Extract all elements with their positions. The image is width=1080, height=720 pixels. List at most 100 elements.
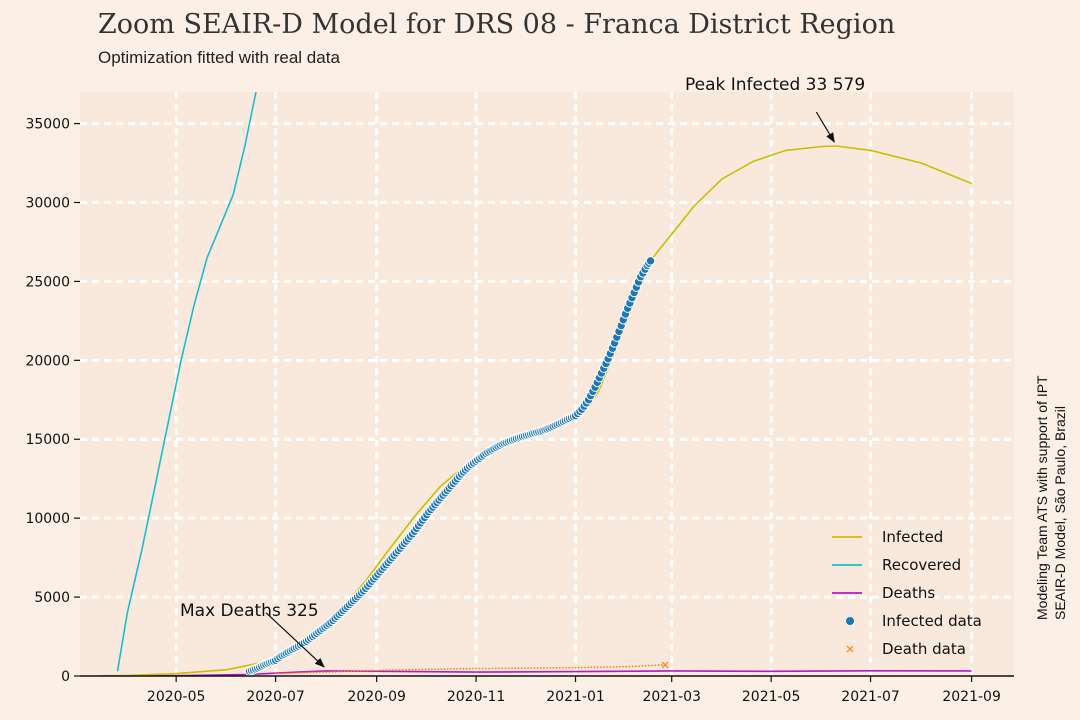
death-data-point [555,666,558,669]
death-data-point [331,671,334,673]
death-data-point [408,668,411,671]
death-data-point [628,665,631,668]
x-tick-label: 2021-03 [642,689,701,705]
death-data-point [603,666,605,668]
x-tick-label: 2021-01 [546,689,605,705]
death-data-point [648,664,650,667]
death-data-point [574,666,577,669]
death-data-point [631,665,634,668]
death-data-point [356,670,359,672]
chart-subtitle: Optimization fitted with real data [98,48,340,67]
death-data-point [527,667,530,669]
death-data-point [520,667,523,669]
death-data-point [350,670,353,673]
x-tick-label: 2020-11 [447,689,506,705]
death-data-point [300,671,302,674]
death-data-point [587,666,590,669]
death-data-point [638,665,640,667]
death-data-point [309,671,312,674]
y-tick-label: 10000 [25,511,70,527]
death-data-point [363,670,365,672]
death-data-point [312,671,315,674]
x-tick-label: 2020-09 [347,689,406,705]
death-data-point [418,668,420,671]
series-recovered [116,92,257,672]
legend: Infected Recovered Deaths Infected data Deat… [832,528,982,658]
chart-title: Zoom SEAIR-D Model for DRS 08 - Franca D… [98,9,895,40]
death-data-point [562,666,564,669]
legend-label-deaths: Deaths [882,584,935,602]
death-data-point [539,667,542,669]
death-data-point [478,667,481,670]
infected-data-point [645,256,656,266]
death-data-point [488,667,490,670]
death-data-point [590,666,593,669]
death-data-point [577,666,580,669]
death-data-point [414,668,417,671]
death-data-point [634,665,637,668]
death-data-point [491,667,494,670]
y-tick-label: 30000 [25,195,70,211]
death-data-point [392,669,394,671]
annotation-label: Peak Infected 33 579 [685,75,865,95]
death-data-point [347,670,350,673]
death-data-point [552,666,555,669]
y-tick-label: 25000 [25,274,70,290]
legend-swatch-infected-data [846,617,854,625]
axes: 2020-05 2020-07 2020-09 2020-11 2021-01 2021-… [25,117,1014,705]
death-data-point [344,670,346,673]
death-data-point [596,666,599,669]
death-data-point [328,671,331,673]
death-data-point [606,666,608,668]
death-data-point [303,671,305,674]
death-data-point [446,668,449,670]
death-data-point [584,666,586,669]
death-data-point [524,667,526,669]
death-data-point [401,669,404,671]
death-data-point [514,667,517,670]
death-data-point [546,667,548,669]
death-data-point [644,664,647,667]
death-data-point [481,667,484,670]
death-data-point [543,667,545,669]
death-data-point [456,668,458,670]
annotation-label: Max Deaths 325 [180,601,319,621]
death-data-point [290,672,293,674]
y-tick-label: 15000 [25,432,70,448]
death-data-point [337,670,340,673]
death-data-point [593,666,596,669]
death-data-point [501,667,504,670]
death-data-point [641,665,644,667]
death-data-point [558,666,561,669]
annotations: Peak Infected 33 579 Max Deaths 325 [180,75,865,668]
death-data-point [385,669,388,672]
death-data-point [615,666,618,668]
death-data-point [395,669,398,671]
x-tick-label: 2020-07 [246,689,305,705]
death-data-point [341,670,343,673]
legend-label-infected-data: Infected data [882,612,982,630]
death-data-point [651,664,653,667]
credit-line-2: SEAIR-D Model, São Paulo, Brazil [1052,406,1068,620]
death-data-point [379,669,381,672]
death-data-point [468,667,471,670]
death-data-point [274,672,277,675]
death-data-point [580,666,583,669]
death-data-point [571,666,574,669]
death-data-point [281,672,283,675]
grid [80,92,1014,676]
death-data-point [424,668,427,671]
death-data-point [325,671,327,673]
death-data-point [533,667,536,669]
y-tick-label: 0 [61,669,70,685]
death-data-point [306,671,309,674]
death-data-point [440,668,443,670]
death-data-point [405,668,407,671]
x-tick-label: 2021-09 [942,689,1001,705]
death-data-point [462,667,465,670]
death-data-point [366,669,369,672]
series-deaths [99,670,972,676]
death-data-point [661,661,669,669]
credit: Modeling Team ATS with support of IPT SE… [1034,375,1068,620]
